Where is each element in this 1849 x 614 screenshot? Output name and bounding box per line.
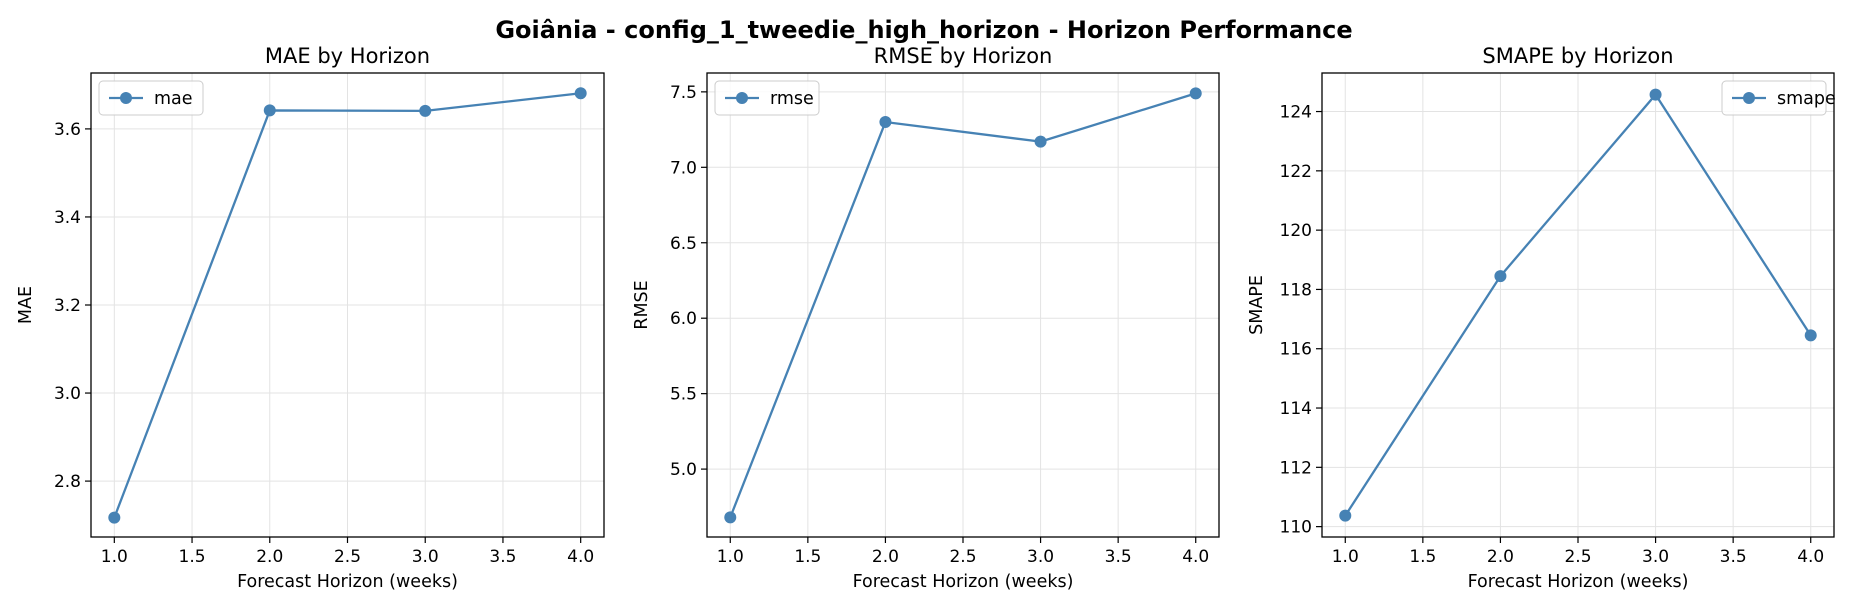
x-tick-label: 2.5 (334, 547, 361, 567)
data-point (879, 116, 892, 129)
chart-panel-2: RMSE by Horizon 1.0 1.5 2.0 2.5 3.0 3.5 4.0 5.0 5… (632, 44, 1220, 592)
x-tick-label: 4.0 (567, 547, 594, 567)
y-tick-label: 5.0 (670, 460, 697, 480)
x-tick-label: 1.0 (1332, 547, 1359, 567)
y-tick-label: 6.5 (670, 234, 697, 254)
y-tick-label: 116 (1280, 340, 1312, 360)
series-line-mae (113, 92, 581, 519)
y-axis-label: RMSE (632, 280, 652, 329)
x-tick-label: 3.0 (1027, 547, 1054, 567)
legend: smape (1721, 80, 1836, 116)
y-tick-label: 124 (1280, 103, 1312, 123)
series-line-smape (1344, 93, 1812, 517)
data-point (574, 87, 587, 100)
y-tick-label: 110 (1280, 518, 1312, 538)
chart-panel-3: SMAPE by Horizon 1.0 1.5 2.0 2.5 3.0 3.5 4.0 110… (1247, 44, 1836, 592)
data-point (1034, 135, 1047, 148)
data-point (1804, 329, 1817, 342)
panel-title: RMSE by Horizon (874, 44, 1053, 68)
axes-frame (90, 72, 605, 538)
data-point (1649, 88, 1662, 101)
figure-suptitle: Goiânia - config_1_tweedie_high_horizon … (495, 16, 1352, 44)
x-axis-label: Forecast Horizon (weeks) (237, 572, 458, 592)
axes-frame (706, 72, 1220, 538)
legend: mae (98, 80, 204, 116)
y-tick-label: 5.5 (670, 385, 697, 405)
x-tick-label: 3.5 (1720, 547, 1747, 567)
panels: MAE by Horizon 1.0 1.5 2.0 2.5 3.0 3.5 4.0 2.8 3.… (16, 44, 1836, 592)
data-point (108, 511, 121, 524)
series-line-rmse (729, 92, 1197, 518)
legend-marker (736, 92, 748, 104)
axes-frame (1321, 72, 1835, 538)
x-tick-label: 1.0 (717, 547, 744, 567)
y-tick-label: 2.8 (54, 472, 81, 492)
data-point (419, 104, 432, 117)
y-tick-label: 3.4 (54, 208, 81, 228)
legend: rmse (714, 80, 820, 116)
data-point (1339, 509, 1352, 522)
data-point (1189, 87, 1202, 100)
y-axis-label: SMAPE (1247, 275, 1267, 335)
x-tick-label: 2.0 (256, 547, 283, 567)
y-tick-label: 3.0 (54, 384, 81, 404)
x-tick-label: 3.0 (1642, 547, 1669, 567)
y-tick-label: 114 (1280, 399, 1312, 419)
legend-label: smape (1777, 89, 1836, 109)
legend-box (714, 80, 820, 116)
y-tick-label: 118 (1280, 280, 1312, 300)
y-tick-label: 120 (1280, 221, 1312, 241)
x-tick-label: 4.0 (1797, 547, 1824, 567)
chart-panel-1: MAE by Horizon 1.0 1.5 2.0 2.5 3.0 3.5 4.0 2.8 3.… (16, 44, 605, 592)
panel-title: SMAPE by Horizon (1482, 44, 1673, 68)
panel-title: MAE by Horizon (265, 44, 430, 68)
x-tick-label: 1.5 (179, 547, 206, 567)
x-tick-label: 1.5 (1409, 547, 1436, 567)
y-tick-label: 3.2 (54, 296, 81, 316)
x-tick-label: 4.0 (1182, 547, 1209, 567)
legend-marker (1743, 92, 1755, 104)
y-tick-label: 122 (1280, 162, 1312, 182)
y-tick-label: 7.5 (670, 83, 697, 103)
data-point (263, 104, 276, 117)
x-tick-label: 3.5 (1105, 547, 1132, 567)
legend-label: rmse (770, 89, 814, 109)
legend-box (98, 80, 204, 116)
x-tick-label: 2.5 (1564, 547, 1591, 567)
x-tick-label: 2.5 (949, 547, 976, 567)
x-tick-label: 3.0 (412, 547, 439, 567)
legend-label: mae (154, 89, 193, 109)
y-tick-label: 6.0 (670, 309, 697, 329)
legend-box (1721, 80, 1827, 116)
x-axis-label: Forecast Horizon (weeks) (853, 572, 1074, 592)
x-tick-label: 2.0 (872, 547, 899, 567)
data-point (724, 511, 737, 524)
data-point (1494, 270, 1507, 283)
x-tick-label: 3.5 (489, 547, 516, 567)
x-tick-label: 1.0 (101, 547, 128, 567)
y-tick-label: 3.6 (54, 120, 81, 140)
y-tick-label: 112 (1280, 458, 1312, 478)
y-tick-label: 7.0 (670, 158, 697, 178)
y-axis-label: MAE (16, 286, 36, 324)
x-axis-label: Forecast Horizon (weeks) (1468, 572, 1689, 592)
x-tick-label: 2.0 (1487, 547, 1514, 567)
x-tick-label: 1.5 (794, 547, 821, 567)
legend-marker (120, 92, 132, 104)
